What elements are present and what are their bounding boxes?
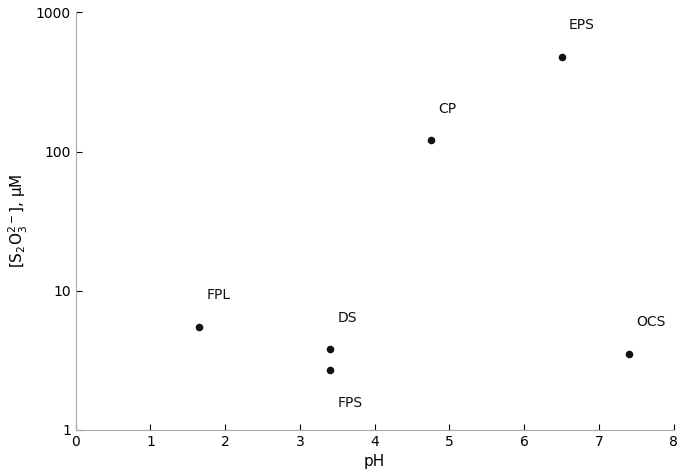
Point: [425, 137, 436, 144]
Point: [324, 345, 335, 353]
Y-axis label: [S$_2$O$_3^{2-}$], μM: [S$_2$O$_3^{2-}$], μM: [7, 174, 30, 268]
Text: EPS: EPS: [569, 18, 595, 32]
Text: FPS: FPS: [337, 396, 362, 410]
Text: CP: CP: [438, 102, 456, 116]
Point: [556, 53, 567, 60]
Point: [623, 350, 634, 358]
Text: OCS: OCS: [636, 316, 666, 329]
Text: DS: DS: [337, 310, 357, 325]
Text: FPL: FPL: [206, 288, 231, 302]
Point: [324, 366, 335, 374]
X-axis label: pH: pH: [364, 454, 385, 469]
Point: [194, 323, 205, 330]
